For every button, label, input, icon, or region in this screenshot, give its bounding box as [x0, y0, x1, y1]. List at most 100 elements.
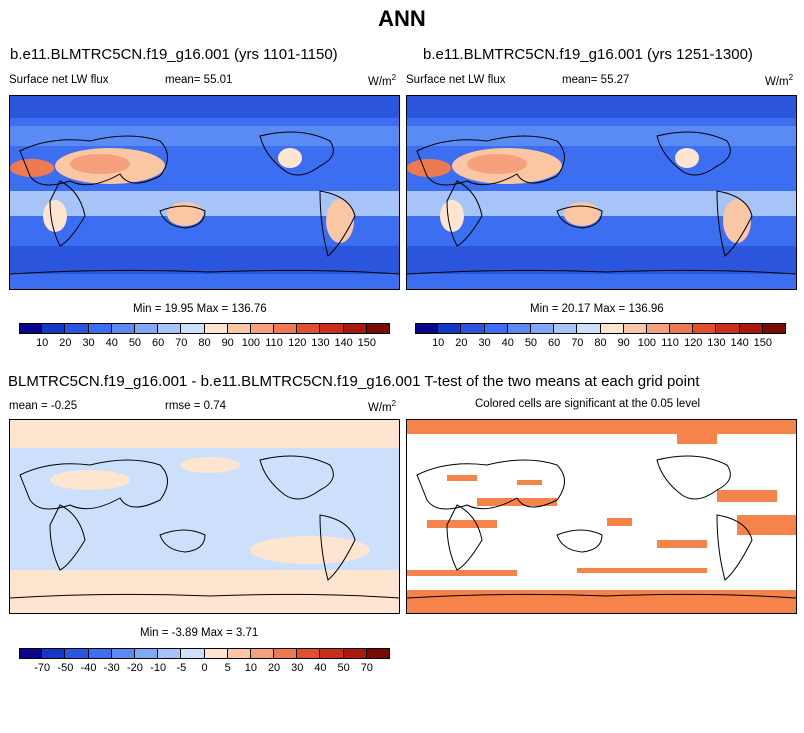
colorbar-tick-label: 10 — [36, 337, 49, 349]
left-panel-units: W/m2 — [368, 73, 397, 88]
colorbar-tick-label: 30 — [478, 337, 491, 349]
right-panel-minmax: Min = 20.17 Max = 136.96 — [530, 303, 664, 315]
colorbar-swatch — [88, 323, 112, 334]
colorbar-swatch — [739, 323, 763, 334]
colorbar-tick-label: 120 — [288, 337, 307, 349]
left-panel-case-title: b.e11.BLMTRC5CN.f19_g16.001 (yrs 1101-11… — [10, 46, 338, 63]
difference-header: BLMTRC5CN.f19_g16.001 - b.e11.BLMTRC5CN.… — [8, 373, 700, 390]
colorbar-swatch — [181, 648, 205, 659]
ttest-map-svg — [407, 420, 796, 613]
left-panel-minmax: Min = 19.95 Max = 136.76 — [133, 303, 267, 315]
diff-panel-mean: mean = -0.25 — [9, 400, 78, 412]
colorbar-tick-label: 90 — [617, 337, 630, 349]
colorbar-tick-label: 10 — [244, 662, 257, 674]
colorbar-swatch — [19, 648, 43, 659]
colorbar-swatch — [762, 323, 786, 334]
colorbar-tick-label: 80 — [198, 337, 211, 349]
ttest-map — [406, 419, 797, 614]
colorbar-swatch — [461, 323, 485, 334]
colorbar-tick-label: 100 — [241, 337, 261, 349]
colorbar-swatch — [343, 323, 367, 334]
right-panel-variable: Surface net LW flux — [406, 74, 506, 86]
colorbar-tick-label: 90 — [221, 337, 234, 349]
colorbar-tick-label: 120 — [684, 337, 703, 349]
colorbar-tick-label: 130 — [311, 337, 330, 349]
colorbar-tick-label: 20 — [455, 337, 468, 349]
left-panel-mean: mean= 55.01 — [165, 74, 233, 86]
colorbar-swatch — [227, 648, 251, 659]
colorbar-swatch — [600, 323, 624, 334]
colorbar-swatch — [111, 323, 135, 334]
colorbar-swatch — [554, 323, 578, 334]
colorbar-swatch — [297, 648, 321, 659]
diff-panel-units: W/m2 — [368, 399, 397, 414]
colorbar-tick-label: 50 — [524, 337, 538, 349]
left-flux-map — [9, 95, 400, 290]
colorbar-tick-label: 140 — [730, 337, 749, 349]
colorbar-tick-label: 110 — [661, 337, 679, 349]
colorbar-swatch — [438, 323, 462, 334]
colorbar-swatch — [343, 648, 367, 659]
colorbar-swatch — [158, 648, 182, 659]
left-colorbar: 10 20 30 40 50 60 70 80 90 100 110 120 130 140 150 — [19, 323, 390, 353]
colorbar-swatch — [366, 648, 390, 659]
colorbar-tick-label: 0 — [201, 662, 208, 674]
colorbar-swatch — [204, 648, 228, 659]
right-colorbar: 10 20 30 40 50 60 70 80 90 100 110 120 130 140 150 — [415, 323, 786, 353]
colorbar-swatch — [507, 323, 531, 334]
colorbar-tick-label: 20 — [267, 662, 281, 674]
colorbar-swatch — [366, 323, 390, 334]
diff-panel-rmse: rmse = 0.74 — [165, 400, 227, 412]
colorbar-tick-label: -40 — [80, 662, 97, 674]
right-flux-map — [406, 95, 797, 290]
right-panel-mean: mean= 55.27 — [562, 74, 630, 86]
colorbar-swatch — [181, 323, 205, 334]
colorbar-swatch — [274, 323, 298, 334]
colorbar-swatch — [716, 323, 740, 334]
colorbar-swatch — [250, 648, 275, 659]
colorbar-swatch — [227, 323, 251, 334]
colorbar-tick-label: 30 — [291, 662, 304, 674]
colorbar-swatch — [320, 648, 344, 659]
difference-map-svg — [10, 420, 399, 613]
colorbar-tick-label: 10 — [432, 337, 445, 349]
diff-colorbar: -70 -50 -40 -30 -20 -10 -5 0 5 10 20 30 40 50 70 — [19, 648, 390, 678]
colorbar-tick-label: 70 — [175, 337, 188, 349]
colorbar-swatch — [111, 648, 135, 659]
colorbar-swatch — [65, 323, 89, 334]
colorbar-swatch — [577, 323, 601, 334]
colorbar-swatch — [42, 648, 66, 659]
colorbar-swatch — [297, 323, 321, 334]
colorbar-swatch — [670, 323, 694, 334]
colorbar-swatch — [693, 323, 717, 334]
colorbar-swatch — [415, 323, 439, 334]
colorbar-tick-label: -30 — [103, 662, 120, 674]
colorbar-swatch — [646, 323, 671, 334]
colorbar-tick-label: 60 — [548, 337, 561, 349]
colorbar-tick-label: 50 — [337, 662, 350, 674]
right-panel-case-title: b.e11.BLMTRC5CN.f19_g16.001 (yrs 1251-13… — [423, 46, 753, 63]
figure-title: ANN — [378, 6, 426, 31]
colorbar-tick-label: 100 — [637, 337, 657, 349]
diff-panel-minmax: Min = -3.89 Max = 3.71 — [140, 627, 259, 639]
colorbar-tick-label: 40 — [314, 662, 327, 674]
colorbar-tick-label: 150 — [753, 337, 772, 349]
colorbar-tick-label: 110 — [265, 337, 283, 349]
left-flux-map-svg — [10, 96, 399, 289]
colorbar-swatch — [274, 648, 298, 659]
left-panel-variable: Surface net LW flux — [9, 74, 109, 86]
colorbar-tick-label: 40 — [105, 337, 118, 349]
colorbar-tick-label: -70 — [34, 662, 51, 674]
colorbar-swatch — [134, 648, 159, 659]
colorbar-tick-label: -5 — [176, 662, 187, 674]
colorbar-swatch — [250, 323, 275, 334]
difference-map — [9, 419, 400, 614]
colorbar-tick-label: 130 — [707, 337, 726, 349]
colorbar-swatch — [42, 323, 66, 334]
colorbar-tick-label: 20 — [59, 337, 72, 349]
ttest-subtitle: Colored cells are significant at the 0.0… — [475, 398, 701, 410]
colorbar-swatch — [65, 648, 89, 659]
colorbar-tick-label: -10 — [150, 662, 167, 674]
right-flux-map-svg — [407, 96, 796, 289]
colorbar-tick-label: 60 — [152, 337, 165, 349]
